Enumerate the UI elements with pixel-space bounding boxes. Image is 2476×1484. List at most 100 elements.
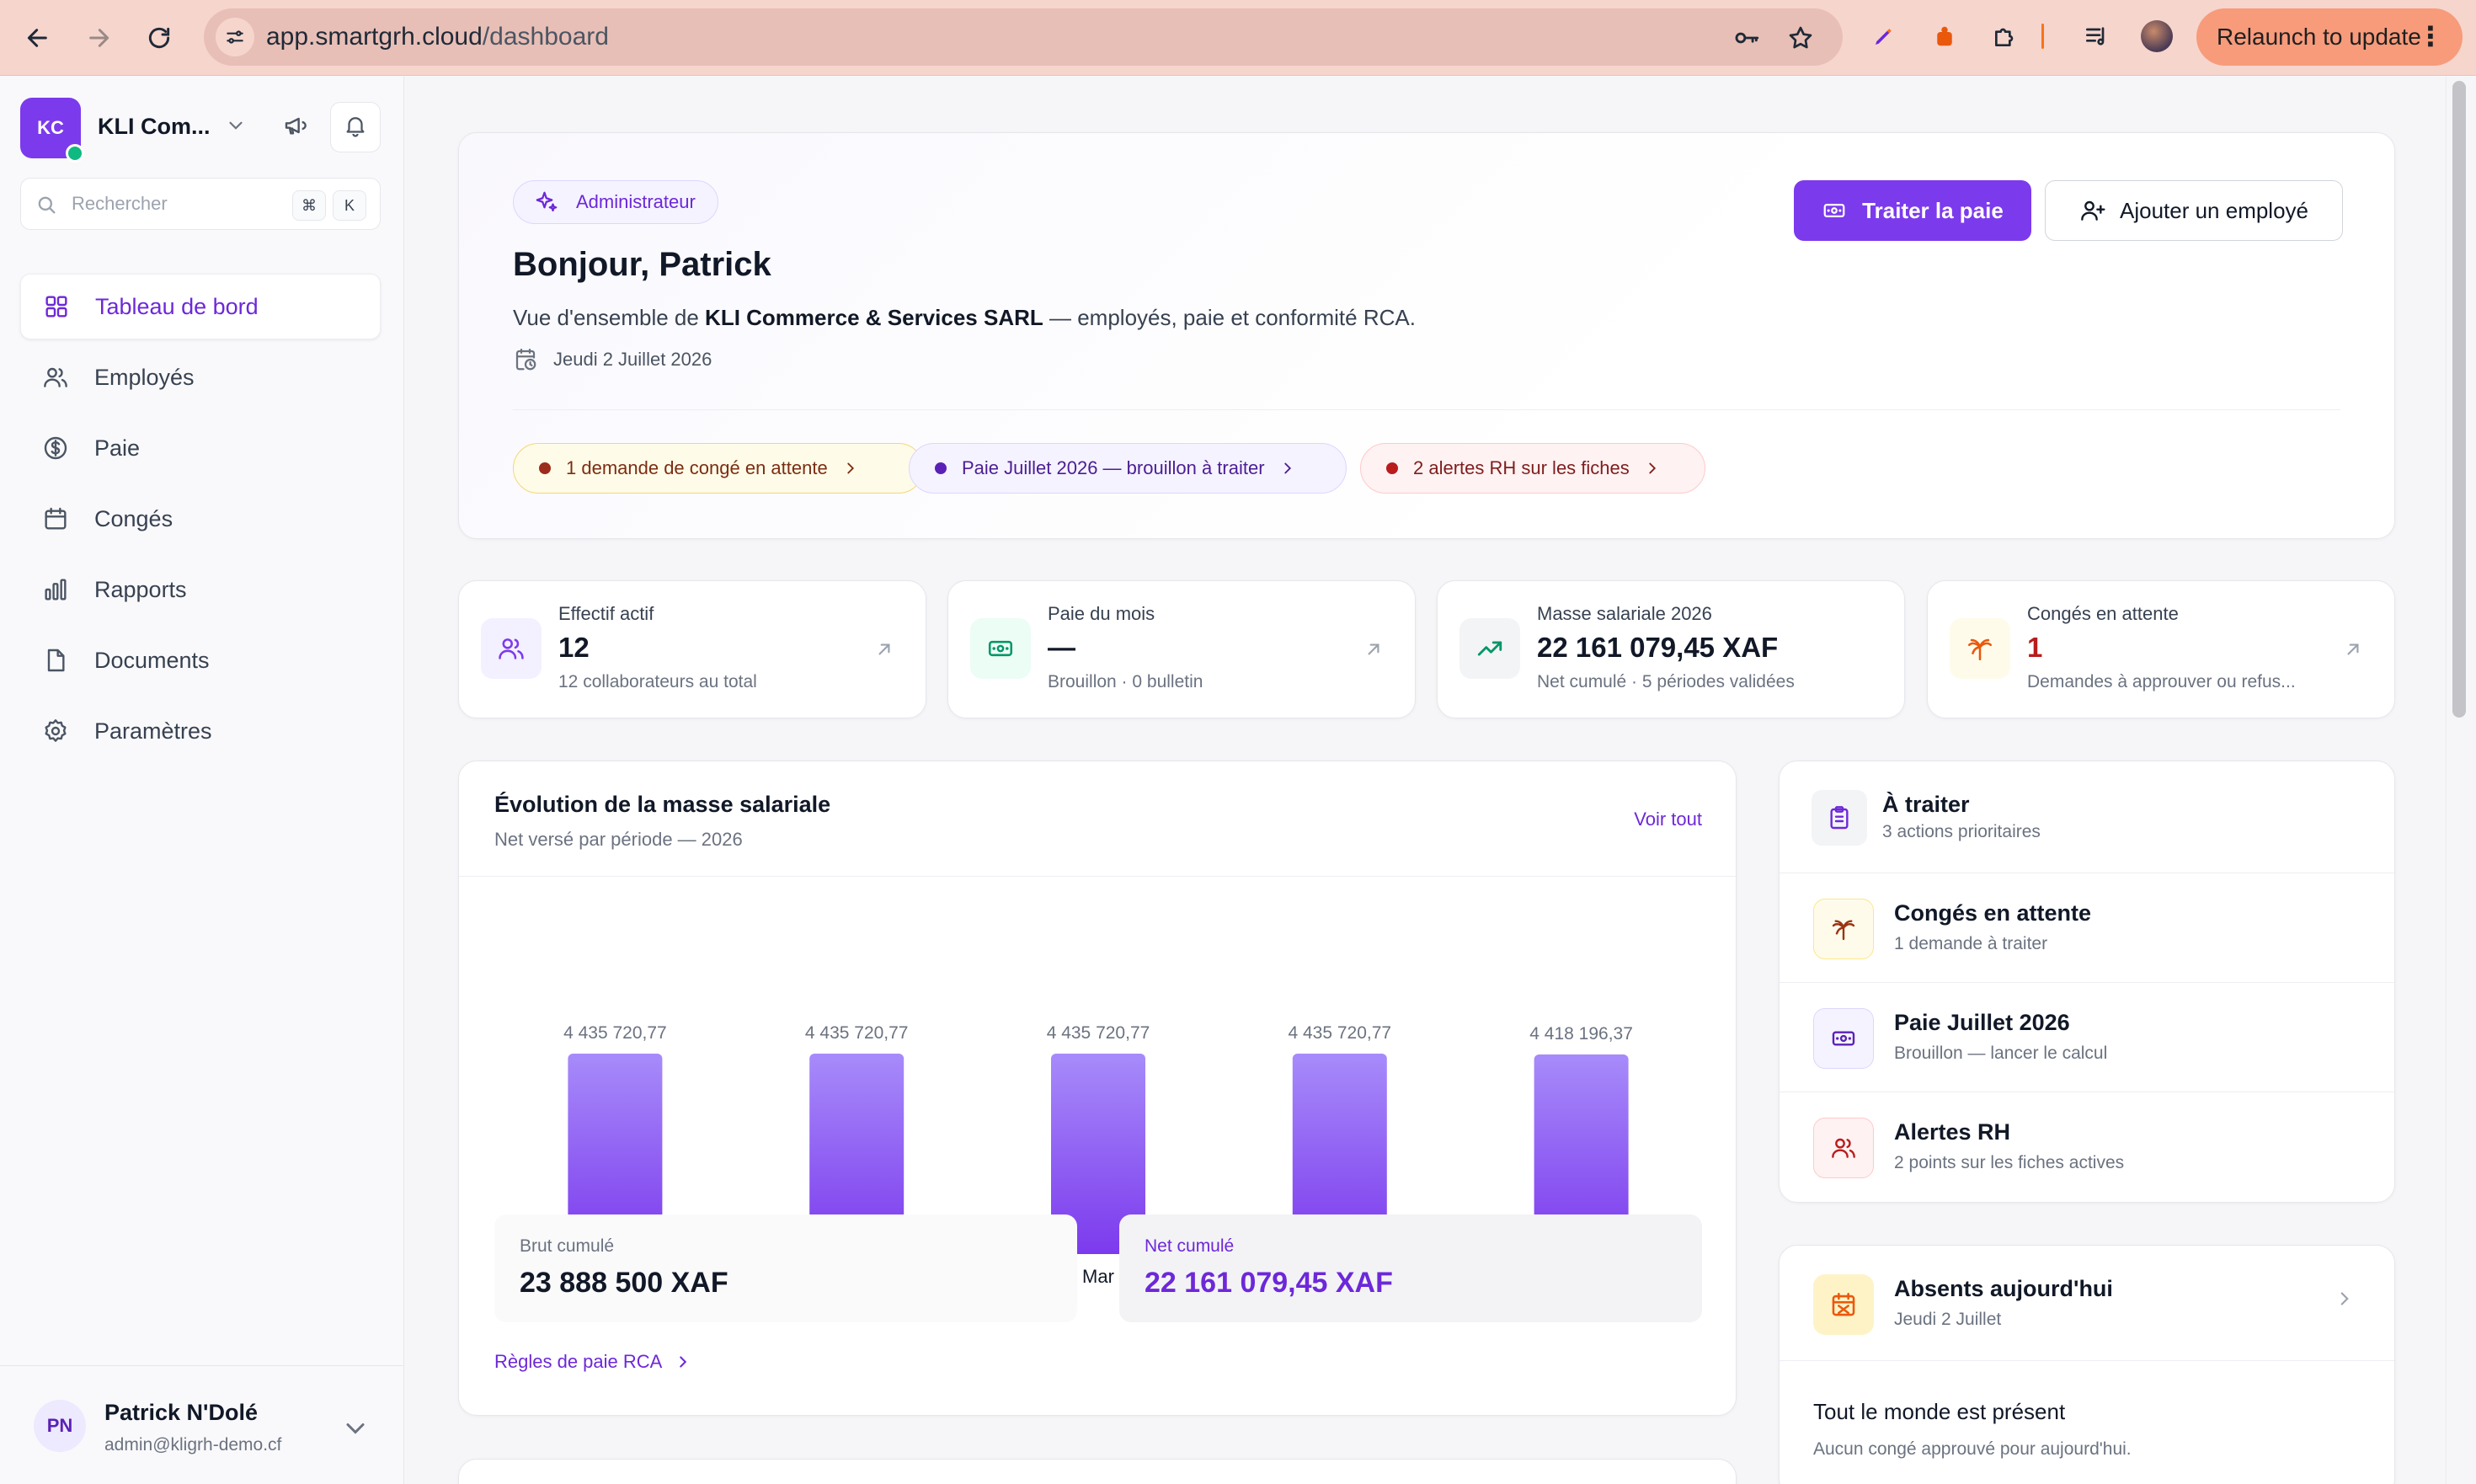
todo-item-subtitle: 1 demande à traiter — [1894, 934, 2048, 953]
status-dot — [935, 462, 947, 474]
trend-up-icon — [1459, 618, 1520, 679]
kpi-card-headcount[interactable]: Effectif actif 12 12 collaborateurs au t… — [458, 580, 926, 718]
kpi-card-payroll-mass[interactable]: Masse salariale 2026 22 161 079,45 XAF N… — [1437, 580, 1905, 718]
kpi-card-pending-leaves[interactable]: Congés en attente 1 Demandes à approuver… — [1927, 580, 2395, 718]
sidebar-item-label: Documents — [94, 647, 210, 673]
kpi-value: — — [1048, 632, 1075, 663]
file-icon — [40, 645, 71, 675]
bar-Avr[interactable] — [1292, 1054, 1387, 1254]
todo-item-leaves[interactable]: Congés en attente 1 demande à traiter — [1780, 873, 2394, 982]
kpi-card-monthly-payroll[interactable]: Paie du mois — Brouillon · 0 bulletin — [947, 580, 1416, 718]
kpi-value: 22 161 079,45 XAF — [1537, 632, 1779, 663]
users-icon — [1813, 1118, 1874, 1178]
sidebar-item-reports[interactable]: Rapports — [20, 557, 381, 622]
search-input[interactable] — [72, 185, 299, 222]
grid-icon — [41, 291, 72, 322]
todo-item-subtitle: 2 points sur les fiches actives — [1894, 1153, 2125, 1172]
kpi-label: Effectif actif — [558, 603, 654, 624]
x-tick-label: Mar — [1082, 1266, 1114, 1287]
sparkles-icon — [536, 191, 558, 212]
scrollbar-thumb[interactable] — [2452, 81, 2466, 718]
kpi-value: 1 — [2027, 632, 2043, 663]
sidebar-item-settings[interactable]: Paramètres — [20, 698, 381, 764]
extension-puzzle-orange-icon[interactable] — [1925, 17, 1964, 56]
org-name[interactable]: KLI Com... — [98, 114, 211, 139]
sidebar-item-payroll[interactable]: Paie — [20, 415, 381, 481]
reload-icon[interactable] — [138, 17, 180, 59]
search-box: ⌘ K — [20, 178, 381, 230]
bar-Jan[interactable] — [568, 1054, 663, 1254]
overview-text: Vue d'ensemble de KLI Commerce & Service… — [513, 305, 1416, 330]
sidebar-item-leaves[interactable]: Congés — [20, 486, 381, 552]
profile-avatar-icon[interactable] — [2137, 17, 2176, 56]
calendar-clock-icon — [515, 349, 536, 371]
pen-extension-icon[interactable] — [1865, 17, 1903, 56]
sidebar-item-label: Paie — [94, 435, 141, 461]
users-icon — [481, 618, 542, 679]
payroll-rules-link[interactable]: Règles de paie RCA — [494, 1351, 692, 1373]
todo-card: À traiter 3 actions prioritaires Congés … — [1779, 761, 2395, 1203]
megaphone-icon — [283, 112, 310, 143]
back-arrow-icon[interactable] — [17, 17, 59, 59]
sidebar-item-employees[interactable]: Employés — [20, 344, 381, 410]
absent-title[interactable]: Absents aujourd'hui — [1894, 1276, 2113, 1301]
address-bar[interactable]: app.smartgrh.cloud/dashboard — [204, 8, 1843, 66]
bookmark-star-icon[interactable] — [1785, 23, 1816, 53]
alert-payroll-draft[interactable]: Paie Juillet 2026 — brouillon à traiter — [909, 443, 1347, 494]
role-badge: Administrateur — [513, 180, 718, 224]
extensions-puzzle-icon[interactable] — [1986, 17, 2025, 56]
shortcut-key-cmd: ⌘ — [292, 190, 326, 221]
sidebar-item-documents[interactable]: Documents — [20, 627, 381, 693]
bar-value-label: 4 435 720,77 — [1288, 1023, 1391, 1043]
chevron-right-icon[interactable] — [2334, 1288, 2356, 1310]
notifications-button[interactable] — [330, 102, 381, 152]
add-employee-button[interactable]: Ajouter un employé — [2045, 180, 2343, 241]
sidebar-item-label: Congés — [94, 505, 173, 531]
announcements-button[interactable] — [271, 102, 322, 152]
alert-hr-records[interactable]: 2 alertes RH sur les fiches — [1360, 443, 1705, 494]
welcome-card: Administrateur Bonjour, Patrick Vue d'en… — [458, 132, 2395, 539]
absent-note: Aucun congé approuvé pour aujourd'hui. — [1813, 1439, 2132, 1459]
calendar-icon — [40, 504, 71, 534]
next-card — [458, 1459, 1737, 1484]
bar-value-label: 4 435 720,77 — [563, 1023, 667, 1043]
user-menu[interactable]: PN Patrick N'Dolé admin@kligrh-demo.cf — [0, 1365, 403, 1484]
kpi-subtext: Brouillon · 0 bulletin — [1048, 672, 1203, 691]
kpi-label: Paie du mois — [1048, 603, 1155, 624]
media-controls-icon[interactable] — [2077, 17, 2116, 56]
bar-Mar[interactable] — [1051, 1054, 1145, 1254]
bar-value-label: 4 418 196,37 — [1529, 1024, 1633, 1044]
forward-arrow-icon[interactable] — [77, 17, 120, 59]
bar-value-label: 4 435 720,77 — [805, 1023, 909, 1043]
todo-item-title: Congés en attente — [1894, 900, 2092, 926]
bar-Mai[interactable] — [1534, 1054, 1629, 1254]
org-avatar[interactable]: KC — [20, 98, 81, 158]
gross-total-label: Brut cumulé — [520, 1236, 615, 1256]
process-payroll-button[interactable]: Traiter la paie — [1794, 180, 2031, 241]
password-key-icon[interactable] — [1732, 23, 1762, 53]
kpi-subtext: Net cumulé · 5 périodes validées — [1537, 672, 1795, 691]
sidebar-item-dashboard[interactable]: Tableau de bord — [20, 274, 381, 339]
chevron-right-icon — [1649, 462, 1656, 474]
chevron-right-icon — [847, 462, 854, 474]
user-plus-icon — [2081, 200, 2105, 221]
kpi-subtext: Demandes à approuver ou refus... — [2027, 672, 2296, 691]
divider — [513, 409, 2340, 410]
view-all-link[interactable]: Voir tout — [1634, 809, 1702, 830]
bar-Fév[interactable] — [809, 1054, 904, 1254]
todo-item-hr-alerts[interactable]: Alertes RH 2 points sur les fiches activ… — [1780, 1092, 2394, 1201]
site-settings-icon[interactable] — [216, 18, 254, 56]
more-vertical-icon[interactable]: ⋮ — [2417, 21, 2444, 51]
online-status-dot — [66, 144, 84, 163]
arrow-up-right-icon — [1368, 643, 1379, 655]
user-email: admin@kligrh-demo.cf — [104, 1435, 282, 1455]
status-dot — [1386, 462, 1398, 474]
url-text: app.smartgrh.cloud/dashboard — [266, 23, 609, 51]
alert-pending-leave[interactable]: 1 demande de congé en attente — [513, 443, 924, 494]
chevron-down-icon[interactable] — [221, 110, 251, 141]
todo-item-payroll[interactable]: Paie Juillet 2026 Brouillon — lancer le … — [1780, 982, 2394, 1092]
relaunch-button[interactable]: Relaunch to update ⋮ — [2196, 8, 2463, 66]
divider — [1780, 1360, 2394, 1361]
absent-date: Jeudi 2 Juillet — [1894, 1310, 2002, 1329]
chevron-down-icon[interactable] — [340, 1413, 371, 1444]
